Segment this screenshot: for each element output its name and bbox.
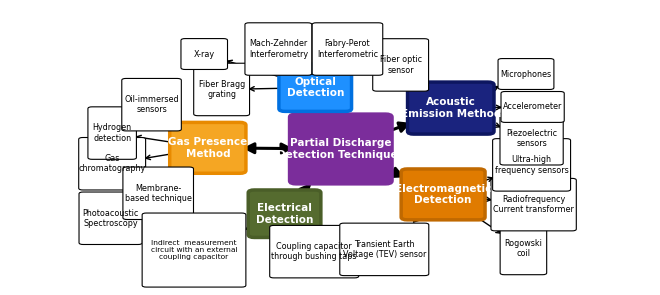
Text: Indirect  measurement
circuit with an external
coupling capacitor: Indirect measurement circuit with an ext… — [150, 240, 238, 260]
FancyBboxPatch shape — [492, 139, 571, 191]
FancyBboxPatch shape — [401, 169, 485, 220]
FancyBboxPatch shape — [498, 59, 554, 89]
Text: Gas
chromatography: Gas chromatography — [79, 154, 146, 173]
FancyBboxPatch shape — [79, 192, 143, 245]
Text: Photoacoustic
Spectroscopy: Photoacoustic Spectroscopy — [82, 209, 139, 228]
FancyBboxPatch shape — [181, 39, 228, 69]
Text: Microphones: Microphones — [500, 70, 552, 78]
FancyBboxPatch shape — [270, 225, 359, 278]
Text: Membrane-
based technique: Membrane- based technique — [125, 183, 191, 203]
Text: Transient Earth
Voltage (TEV) sensor: Transient Earth Voltage (TEV) sensor — [343, 240, 426, 259]
FancyBboxPatch shape — [312, 23, 383, 75]
FancyBboxPatch shape — [491, 178, 576, 231]
Text: Optical
Detection: Optical Detection — [286, 77, 344, 99]
Text: Electromagnetic
Detection: Electromagnetic Detection — [395, 183, 491, 205]
Text: Gas Presence
Method: Gas Presence Method — [168, 137, 248, 159]
Text: Fiber optic
sensor: Fiber optic sensor — [379, 55, 422, 75]
FancyBboxPatch shape — [122, 78, 182, 131]
FancyBboxPatch shape — [340, 223, 429, 276]
FancyBboxPatch shape — [373, 39, 428, 91]
Text: X-ray: X-ray — [193, 50, 214, 58]
Text: Electrical
Detection: Electrical Detection — [256, 203, 313, 224]
Text: Mach-Zehnder
Interferometry: Mach-Zehnder Interferometry — [249, 39, 308, 59]
FancyBboxPatch shape — [123, 167, 193, 219]
FancyBboxPatch shape — [408, 82, 494, 134]
Text: Piezoelectric
sensors: Piezoelectric sensors — [506, 129, 557, 148]
FancyBboxPatch shape — [290, 114, 391, 183]
FancyBboxPatch shape — [248, 190, 321, 237]
FancyBboxPatch shape — [500, 112, 563, 165]
Text: Coupling capacitor
through bushing taps: Coupling capacitor through bushing taps — [271, 242, 357, 261]
Text: Accelerometer: Accelerometer — [503, 102, 562, 112]
Text: Partial Discharge
Detection Techniques: Partial Discharge Detection Techniques — [277, 138, 404, 160]
FancyBboxPatch shape — [193, 63, 249, 116]
FancyBboxPatch shape — [88, 107, 137, 159]
Text: Hydrogen
detection: Hydrogen detection — [92, 123, 132, 143]
FancyBboxPatch shape — [245, 23, 312, 75]
Text: Fabry-Perot
Interferometric: Fabry-Perot Interferometric — [317, 39, 378, 59]
FancyBboxPatch shape — [142, 213, 246, 287]
FancyBboxPatch shape — [501, 91, 564, 122]
Text: Rogowski
coil: Rogowski coil — [504, 239, 543, 258]
Text: Radiofrequency
Current transformer: Radiofrequency Current transformer — [493, 195, 574, 214]
Text: Acoustic
Emission Method: Acoustic Emission Method — [401, 97, 501, 119]
Text: Oil-immersed
sensors: Oil-immersed sensors — [124, 95, 179, 114]
Text: Fiber Bragg
grating: Fiber Bragg grating — [199, 80, 245, 99]
FancyBboxPatch shape — [500, 222, 546, 275]
FancyBboxPatch shape — [170, 122, 246, 173]
FancyBboxPatch shape — [79, 137, 146, 190]
Text: Ultra-high
frequency sensors: Ultra-high frequency sensors — [495, 155, 568, 175]
FancyBboxPatch shape — [279, 64, 352, 112]
